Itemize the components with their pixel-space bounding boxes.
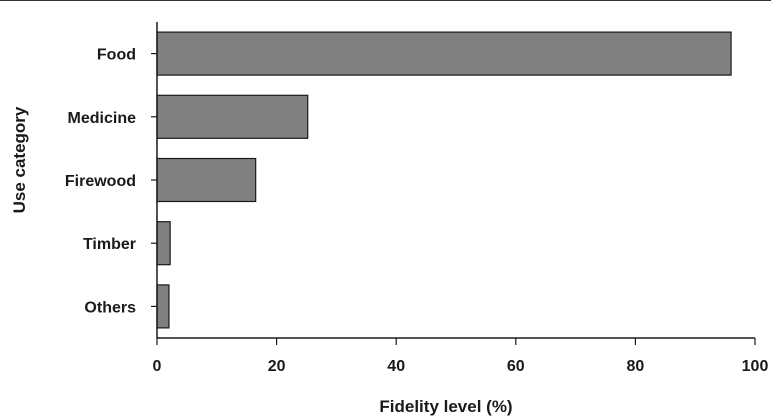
x-tick-label-20: 20: [268, 358, 286, 375]
bar-firewood: [156, 157, 257, 203]
bar-others: [156, 284, 170, 329]
x-tick-label-100: 100: [742, 358, 769, 375]
bar-food: [156, 31, 732, 76]
x-tick-label-40: 40: [387, 358, 405, 375]
x-tick-label-0: 0: [153, 358, 162, 375]
y-tick-label-medicine: Medicine: [68, 110, 137, 127]
y-axis-title: Use category: [10, 106, 29, 213]
bars-group: [156, 31, 732, 329]
y-tick-label-others: Others: [84, 299, 136, 316]
bar-timber: [156, 221, 171, 266]
y-tick-label-timber: Timber: [83, 236, 136, 253]
top-rule: [0, 0, 771, 1]
x-axis-title: Fidelity level (%): [379, 397, 512, 416]
x-ticks: 0 20 40 60 80 100: [153, 338, 769, 375]
bar-medicine: [156, 94, 309, 139]
y-tick-label-food: Food: [97, 47, 136, 64]
x-tick-label-80: 80: [627, 358, 645, 375]
y-tick-labels: Food Medicine Firewood Timber Others: [65, 47, 157, 316]
y-tick-label-firewood: Firewood: [65, 173, 136, 190]
x-tick-label-60: 60: [507, 358, 525, 375]
